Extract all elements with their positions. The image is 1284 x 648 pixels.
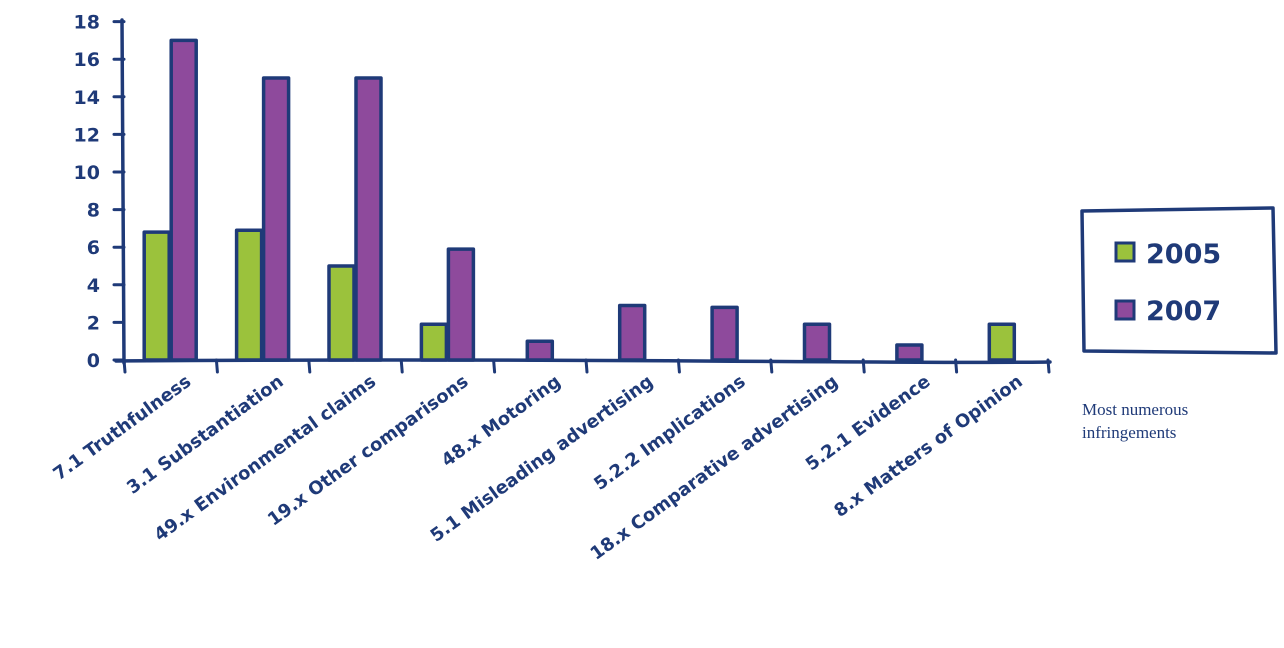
bar-2007 [525, 339, 555, 362]
bar-2007 [710, 305, 739, 362]
y-tick-label: 0 [87, 350, 100, 372]
x-tick [307, 358, 312, 374]
legend-label-2005: 2005 [1146, 239, 1221, 270]
bar-2007 [802, 322, 832, 362]
x-axis [114, 358, 1052, 374]
bar-2007 [169, 38, 198, 362]
y-tick-label: 10 [74, 162, 100, 184]
caption-line-1: Most numerous [1082, 400, 1189, 419]
y-axis: 0 2 4 6 8 10 12 14 16 18 [74, 12, 126, 372]
category-label: 5.2.2 Implications [590, 371, 749, 495]
legend-box [1080, 206, 1278, 355]
bar-2007 [261, 76, 291, 362]
x-tick [1046, 358, 1051, 374]
x-tick [492, 358, 497, 374]
category-label: 3.1 Substantiation [123, 371, 287, 498]
bar-2007 [617, 303, 647, 362]
bar-2007 [354, 76, 383, 362]
legend: 2005 2007 [1080, 206, 1278, 355]
caption: Most numerous infringements [1082, 398, 1272, 444]
y-tick-label: 2 [87, 312, 100, 334]
x-tick [214, 358, 219, 374]
x-tick [676, 358, 681, 374]
legend-swatch-2007 [1114, 299, 1136, 321]
y-tick-label: 18 [74, 12, 100, 34]
x-tick [584, 358, 589, 374]
legend-label-2007: 2007 [1146, 296, 1221, 327]
x-tick [861, 358, 866, 374]
y-tick-label: 4 [87, 275, 100, 297]
x-tick [769, 358, 774, 374]
y-axis-line [120, 18, 126, 365]
bar-2007 [446, 247, 476, 362]
bar-2005 [419, 322, 449, 362]
legend-swatch-2005 [1114, 241, 1136, 263]
caption-line-2: infringements [1082, 423, 1177, 442]
y-tick-label: 16 [74, 49, 100, 71]
bar-2005 [234, 228, 264, 362]
bar-2005 [987, 322, 1017, 362]
bar-2005 [142, 230, 171, 362]
category-label: 8.x Matters of Opinion [830, 371, 1026, 522]
bar-2005 [327, 264, 356, 362]
x-tick [954, 358, 959, 374]
y-tick-label: 14 [74, 87, 100, 109]
x-tick [399, 358, 404, 374]
y-tick-label: 8 [87, 200, 100, 222]
y-tick-label: 6 [87, 237, 100, 259]
bars [142, 38, 1017, 362]
y-tick-label: 12 [74, 124, 100, 146]
x-tick [122, 358, 127, 374]
bar-2007 [895, 343, 924, 362]
